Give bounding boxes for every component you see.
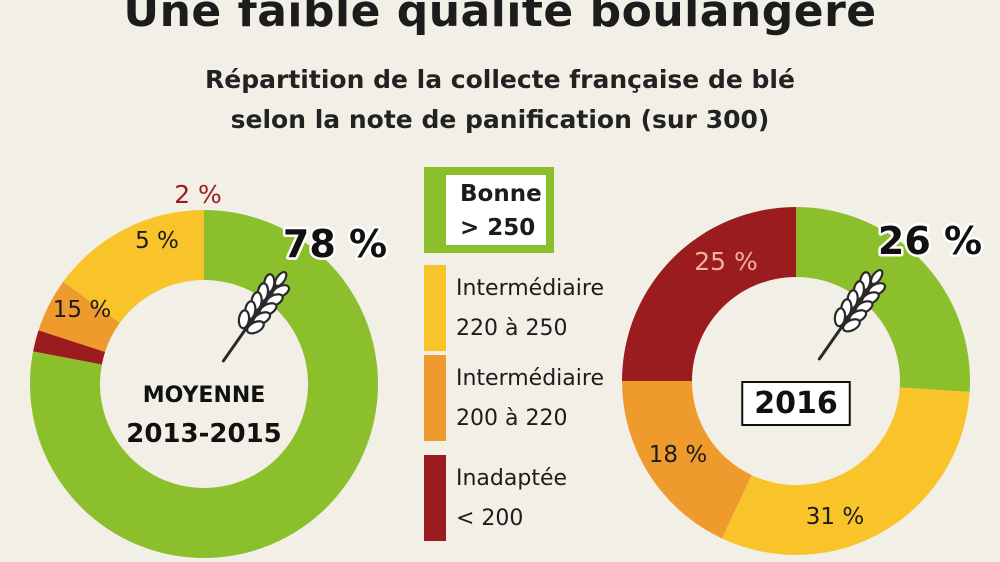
donut1-label-intermediaire_220_250: 15 %	[53, 297, 111, 323]
donut1-slice-intermediaire_220_250	[63, 210, 204, 323]
chart-title: Une faible qualité boulangère	[123, 0, 877, 37]
donut1-slice-inadaptee	[33, 330, 106, 365]
legend-label-intermediaire_200_220-line2: 200 à 220	[456, 406, 567, 431]
donut2-slice-intermediaire_220_250	[721, 387, 970, 555]
donut1-wheat-icon	[221, 270, 291, 363]
donut2-label-intermediaire_220_250: 31 %	[806, 504, 864, 530]
donut2-label-bonne: 26 %	[878, 219, 982, 263]
donut1-slice-bonne	[29, 210, 379, 558]
legend-box-bonne	[446, 175, 546, 245]
donut2-label-intermediaire_200_220: 18 %	[649, 442, 707, 468]
donut2-center-label: 2016	[754, 386, 838, 421]
legend-label-bonne-line2: > 250	[460, 215, 535, 241]
donut2-slice-intermediaire_200_220	[622, 381, 752, 539]
subtitle-line-1: Répartition de la collecte française de …	[205, 65, 795, 94]
subtitle-line-2: selon la note de panification (sur 300)	[230, 105, 770, 134]
donut1-slice-intermediaire_200_220	[38, 281, 120, 352]
donut1-center-label-line2: 2013-2015	[126, 419, 282, 449]
legend-label-inadaptee-line1: Inadaptée	[456, 466, 567, 491]
legend-label-inadaptee-line2: < 200	[456, 506, 523, 531]
donut1-center-label-line1: MOYENNE	[143, 383, 266, 408]
donut2-slice-inadaptee	[622, 207, 796, 381]
donut1-label-bonne: 78 %	[283, 222, 387, 266]
legend-swatch-inadaptee	[424, 455, 446, 541]
donut2-slice-bonne	[796, 207, 970, 392]
donut2-center-box	[741, 381, 851, 426]
legend-label-intermediaire_200_220-line1: Intermédiaire	[456, 366, 604, 391]
legend-swatch-intermediaire_220_250	[424, 265, 446, 351]
donut1-label-intermediaire_200_220: 5 %	[135, 228, 179, 254]
chart-subtitle: Répartition de la collecte française de …	[0, 60, 1000, 140]
donut2-wheat-icon	[817, 268, 887, 361]
legend-label-bonne-line1: Bonne	[460, 181, 542, 207]
donut1-label-inadaptee: 2 %	[174, 180, 222, 209]
donut2-label-inadaptee: 25 %	[694, 247, 758, 276]
legend-label-intermediaire_220_250-line2: 220 à 250	[456, 316, 567, 341]
legend-label-intermediaire_220_250-line1: Intermédiaire	[456, 276, 604, 301]
legend-swatch-intermediaire_200_220	[424, 355, 446, 441]
